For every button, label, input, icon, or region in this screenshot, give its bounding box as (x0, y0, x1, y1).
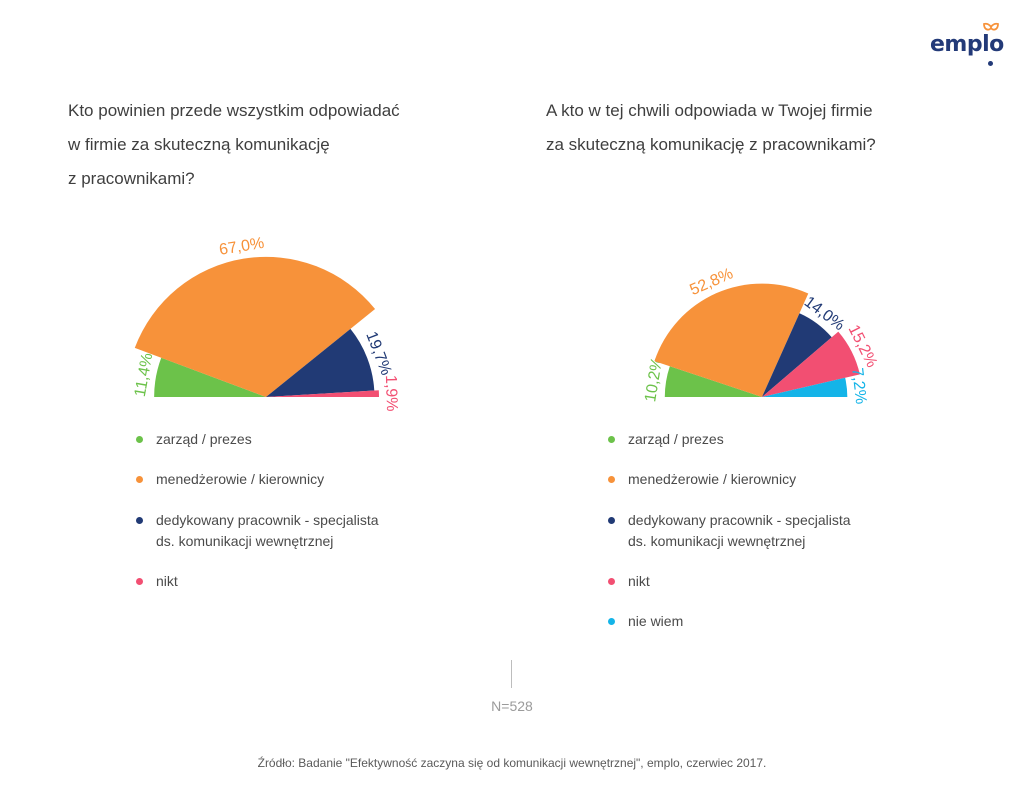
legend-label: menedżerowie / kierownicy (628, 471, 797, 487)
right-slice-zarzad (664, 366, 762, 397)
right-slice-dedykowany (762, 313, 832, 397)
legend-dot (136, 436, 143, 443)
legend-label: zarząd / prezes (156, 431, 252, 447)
left-slice-menedzerowie (134, 256, 376, 397)
legend-label: zarząd / prezes (628, 431, 724, 447)
right-slice-nie-wiem (762, 377, 848, 397)
title-left-line-3: z pracownikami? (68, 169, 195, 188)
title-right-line-1: A kto w tej chwili odpowiada w Twojej fi… (546, 101, 873, 120)
legend-label: dedykowany pracownik - specjalista (156, 512, 379, 528)
logo-text: emplo (930, 32, 1004, 57)
title-right-line-2: za skuteczną komunikację z pracownikami? (546, 135, 876, 154)
legend-left: zarząd / prezes menedżerowie / kierownic… (136, 429, 476, 609)
logo-butterfly-icon (983, 22, 999, 31)
legend-dot (608, 618, 615, 625)
left-label-zarzad: 11,4% (132, 352, 157, 399)
legend-label: nie wiem (628, 613, 684, 629)
left-label-menedzerowie: 67,0% (218, 235, 266, 259)
left-slice-dedykowany (266, 328, 375, 397)
sample-size: N=528 (491, 698, 533, 714)
legend-dot (608, 517, 615, 524)
chart-title-left: Kto powinien przede wszystkim odpowiadać… (68, 94, 400, 196)
legend-label: dedykowany pracownik - specjalista (628, 512, 851, 528)
source-note: Źródło: Badanie "Efektywność zaczyna się… (257, 756, 767, 770)
legend-right: zarząd / prezes menedżerowie / kierownic… (608, 429, 948, 659)
legend-dot (608, 476, 615, 483)
title-left-line-2: w firmie za skuteczną komunikację (68, 135, 330, 154)
left-slice-zarzad (154, 357, 266, 397)
legend-dot (608, 578, 615, 585)
left-label-nikt: 1,9% (382, 375, 400, 412)
legend-label-line-2: ds. komunikacji wewnętrznej (156, 533, 334, 549)
legend-label: nikt (156, 573, 178, 589)
emplo-logo: emplo (930, 22, 1004, 70)
legend-dot (136, 476, 143, 483)
right-label-nie-wiem: 7,2% (848, 367, 869, 405)
legend-label: nikt (628, 573, 650, 589)
legend-dot (136, 517, 143, 524)
logo-dot (988, 61, 993, 66)
right-slice-menedzerowie (654, 283, 809, 397)
chart-title-right: A kto w tej chwili odpowiada w Twojej fi… (546, 94, 876, 162)
title-left-line-1: Kto powinien przede wszystkim odpowiadać (68, 101, 400, 120)
legend-dot (608, 436, 615, 443)
divider-line (511, 660, 512, 688)
legend-dot (136, 578, 143, 585)
legend-label-line-2: ds. komunikacji wewnętrznej (628, 533, 806, 549)
left-slice-nikt (266, 390, 379, 397)
legend-label: menedżerowie / kierownicy (156, 471, 325, 487)
right-slice-nikt (762, 331, 860, 397)
